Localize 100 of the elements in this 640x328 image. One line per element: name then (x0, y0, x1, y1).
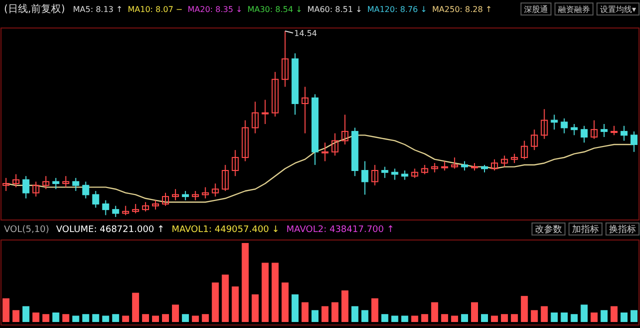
candlestick (441, 160, 448, 171)
text: 换指标 (609, 224, 636, 235)
candlestick (62, 176, 70, 188)
bar (2, 298, 10, 322)
bar (471, 302, 478, 322)
bar (361, 310, 368, 322)
candlestick (371, 164, 378, 186)
bar (222, 274, 229, 322)
candlestick (52, 177, 60, 190)
candlestick (232, 150, 239, 177)
candlestick (550, 114, 558, 130)
text: MA10: 8.07 − (128, 5, 183, 14)
candlestick (152, 200, 160, 210)
candlestick (172, 188, 179, 201)
candlestick (212, 183, 219, 198)
text: 加指标 (572, 224, 599, 235)
bar (550, 312, 558, 322)
bar (112, 314, 120, 322)
bar (212, 282, 219, 322)
candlestick (12, 174, 20, 188)
bar (52, 312, 60, 322)
candlestick (112, 205, 120, 218)
candlestick (82, 181, 90, 199)
candlestick (381, 166, 388, 178)
candlestick (42, 176, 50, 190)
candlestick (401, 170, 408, 180)
candlestick (22, 176, 30, 199)
bar (152, 316, 160, 322)
text: MAVOL1: 449057.400 ↓ (172, 225, 280, 235)
candlestick (252, 101, 259, 134)
candlestick (431, 162, 438, 173)
candlestick (500, 155, 508, 168)
candlestick (72, 177, 80, 192)
bar (22, 306, 30, 322)
candlestick (182, 190, 189, 201)
bar (610, 306, 618, 322)
candlestick (540, 108, 548, 140)
bar (102, 316, 110, 322)
bar (262, 262, 269, 322)
bar (401, 316, 408, 322)
candlestick (620, 125, 628, 142)
bar (580, 304, 588, 322)
bar (411, 316, 418, 322)
bar (371, 298, 378, 322)
bar (500, 314, 508, 322)
candlestick (162, 192, 169, 206)
text: 设置均线▾ (600, 5, 636, 14)
bar (192, 316, 199, 322)
candlestick (222, 164, 229, 192)
candlestick (302, 86, 309, 134)
bar (560, 312, 568, 322)
bar (72, 316, 80, 322)
candlestick (202, 186, 209, 199)
bar (302, 302, 309, 322)
candlestick (2, 177, 10, 192)
candlestick (570, 124, 578, 136)
bar (510, 314, 518, 322)
bar (232, 286, 239, 322)
bar (92, 314, 100, 322)
candlestick (132, 203, 140, 214)
bar (490, 316, 498, 322)
bar (132, 292, 140, 322)
bar (391, 316, 398, 322)
candlestick (590, 120, 598, 140)
bar (431, 302, 438, 322)
text: VOL(5,10) (4, 225, 50, 235)
bar (570, 314, 578, 322)
candlestick (192, 190, 199, 201)
candlestick (361, 160, 368, 196)
bar (172, 304, 179, 322)
candlestick (610, 125, 618, 136)
bar (540, 306, 548, 322)
text: MA30: 8.54 ↓ (247, 5, 302, 14)
text: MA20: 8.35 ↓ (188, 5, 242, 14)
bar (42, 314, 50, 322)
candlestick (461, 160, 468, 171)
text: 深股通 (524, 5, 548, 14)
bar (520, 296, 528, 322)
text: VOLUME: 468721.000 ↑ (56, 225, 165, 235)
candlestick (262, 99, 269, 124)
bar (480, 314, 488, 322)
candlestick (272, 71, 279, 118)
candlestick (510, 153, 518, 164)
bar (122, 316, 130, 322)
bar (272, 262, 279, 322)
text: MA60: 8.51 ↓ (307, 5, 362, 14)
bar (142, 314, 150, 322)
bar (62, 314, 70, 322)
candlestick (411, 168, 418, 178)
bar (182, 314, 189, 322)
chart-subtitle: (日线,前复权) (4, 3, 66, 15)
bar (590, 312, 598, 322)
bar (252, 294, 259, 322)
candlestick (391, 168, 398, 180)
candlestick (341, 114, 348, 145)
candlestick (560, 118, 568, 134)
bar (600, 310, 608, 322)
candlestick (490, 158, 498, 171)
bar (32, 312, 40, 322)
text: 改参数 (535, 224, 562, 235)
